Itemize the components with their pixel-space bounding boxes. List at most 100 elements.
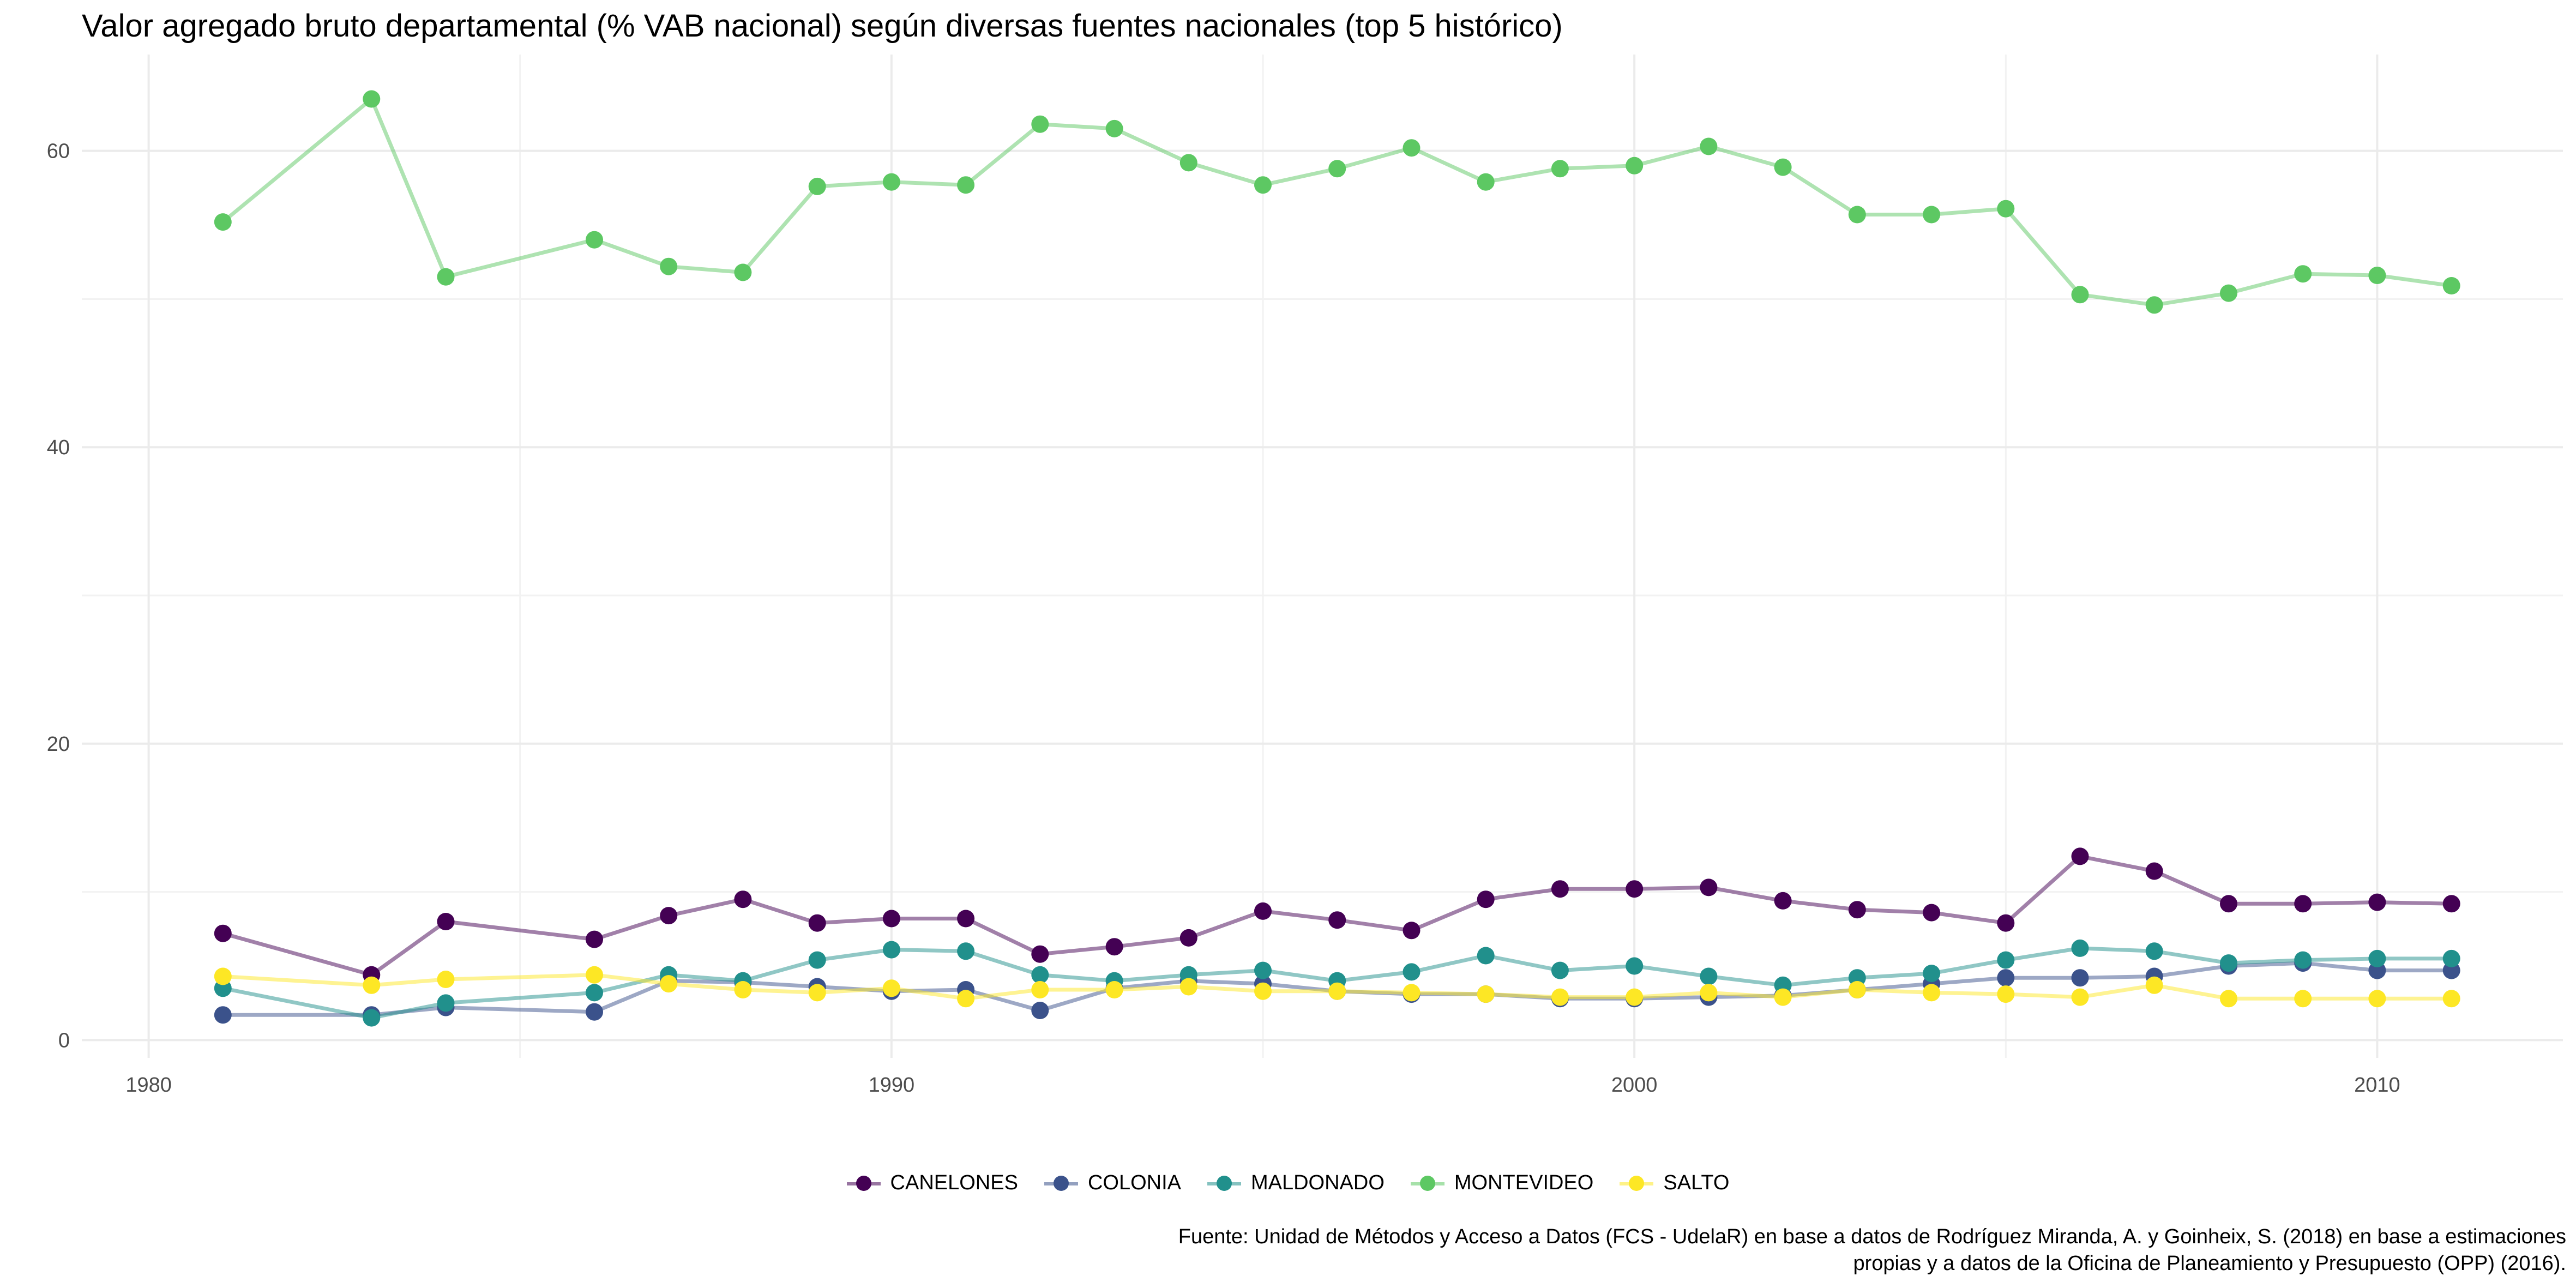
data-point-salto bbox=[1031, 981, 1049, 998]
data-point-montevideo bbox=[1700, 137, 1718, 155]
data-point-canelones bbox=[1700, 878, 1718, 896]
data-point-salto bbox=[1997, 985, 2015, 1003]
data-point-salto bbox=[2071, 988, 2089, 1006]
data-point-montevideo bbox=[957, 176, 975, 194]
data-point-colonia bbox=[1997, 969, 2015, 987]
series-line-montevideo bbox=[221, 97, 2454, 307]
data-point-maldonado bbox=[1997, 951, 2015, 969]
y-axis-tick-labels: 0 20 40 60 bbox=[47, 140, 70, 1052]
data-point-montevideo bbox=[2442, 277, 2460, 294]
data-point-colonia bbox=[586, 1003, 603, 1021]
data-point-canelones bbox=[2145, 862, 2163, 880]
data-point-montevideo bbox=[1997, 200, 2015, 218]
data-point-salto bbox=[1923, 984, 1941, 1002]
data-point-maldonado bbox=[2071, 939, 2089, 957]
data-point-salto bbox=[1105, 981, 1123, 998]
data-point-salto bbox=[1328, 982, 1346, 1000]
data-point-canelones bbox=[1997, 914, 2015, 932]
data-point-canelones bbox=[214, 924, 232, 942]
legend-item-salto: SALTO bbox=[1620, 1171, 1729, 1195]
legend-label: SALTO bbox=[1663, 1171, 1730, 1194]
data-point-salto bbox=[586, 966, 603, 984]
y-tick-label: 0 bbox=[58, 1029, 70, 1052]
legend-label: MONTEVIDEO bbox=[1454, 1171, 1594, 1194]
data-point-montevideo bbox=[1626, 157, 1644, 174]
data-point-salto bbox=[660, 975, 678, 993]
data-point-canelones bbox=[437, 913, 455, 930]
legend-item-canelones: CANELONES bbox=[846, 1171, 1018, 1195]
data-point-montevideo bbox=[1848, 206, 1866, 224]
data-point-canelones bbox=[808, 914, 826, 932]
data-point-colonia bbox=[1031, 1002, 1049, 1019]
data-point-salto bbox=[437, 971, 455, 988]
data-point-montevideo bbox=[1551, 160, 1569, 178]
data-point-colonia bbox=[2071, 969, 2089, 987]
data-point-maldonado bbox=[1254, 961, 1272, 979]
data-point-montevideo bbox=[1477, 173, 1495, 191]
data-point-montevideo bbox=[2220, 284, 2237, 302]
data-point-salto bbox=[2368, 990, 2386, 1008]
data-point-salto bbox=[2145, 976, 2163, 994]
data-point-maldonado bbox=[2368, 949, 2386, 967]
major-gridlines bbox=[82, 55, 2563, 1058]
data-point-canelones bbox=[1105, 938, 1123, 956]
data-point-montevideo bbox=[882, 173, 900, 191]
data-point-canelones bbox=[2220, 895, 2237, 913]
data-point-maldonado bbox=[1626, 957, 1644, 975]
data-point-montevideo bbox=[2071, 286, 2089, 304]
data-point-salto bbox=[1551, 988, 1569, 1006]
data-point-maldonado bbox=[1700, 967, 1718, 985]
data-point-maldonado bbox=[1403, 963, 1421, 981]
series-lines bbox=[221, 97, 2454, 1020]
data-point-salto bbox=[1626, 988, 1644, 1006]
chart-title: Valor agregado bruto departamental (% VA… bbox=[82, 8, 1563, 44]
source-caption: Fuente: Unidad de Métodos y Acceso a Dat… bbox=[1178, 1225, 2566, 1275]
data-point-salto bbox=[1477, 985, 1495, 1003]
data-point-maldonado bbox=[808, 951, 826, 969]
data-point-canelones bbox=[1477, 890, 1495, 908]
data-point-salto bbox=[1179, 978, 1197, 996]
data-point-salto bbox=[214, 967, 232, 985]
data-point-montevideo bbox=[1254, 176, 1272, 194]
data-point-montevideo bbox=[2145, 296, 2163, 314]
x-tick-label: 2010 bbox=[2354, 1074, 2400, 1097]
data-point-colonia bbox=[214, 1006, 232, 1024]
x-tick-label: 1980 bbox=[125, 1074, 172, 1097]
data-point-montevideo bbox=[363, 90, 381, 108]
data-point-canelones bbox=[1551, 880, 1569, 898]
data-point-montevideo bbox=[734, 263, 752, 281]
data-point-salto bbox=[2442, 990, 2460, 1008]
data-point-salto bbox=[808, 984, 826, 1002]
data-point-canelones bbox=[2442, 895, 2460, 913]
legend-label: CANELONES bbox=[890, 1171, 1018, 1194]
data-point-montevideo bbox=[1328, 160, 1346, 178]
series-points bbox=[214, 90, 2460, 1027]
data-point-montevideo bbox=[660, 257, 678, 275]
data-point-maldonado bbox=[586, 984, 603, 1002]
data-point-canelones bbox=[2368, 893, 2386, 911]
legend-label: COLONIA bbox=[1087, 1171, 1181, 1194]
x-tick-label: 2000 bbox=[1611, 1074, 1658, 1097]
chart-legend: CANELONES COLONIA MALDONADO MONTEVIDEO SALTO bbox=[0, 1171, 2576, 1195]
data-point-maldonado bbox=[1477, 947, 1495, 965]
legend-key-icon bbox=[1620, 1172, 1654, 1194]
data-point-montevideo bbox=[1179, 154, 1197, 172]
data-point-canelones bbox=[1328, 911, 1346, 929]
data-point-salto bbox=[1774, 988, 1792, 1006]
data-point-montevideo bbox=[1105, 119, 1123, 137]
x-tick-label: 1990 bbox=[869, 1074, 915, 1097]
data-point-canelones bbox=[882, 910, 900, 928]
data-point-montevideo bbox=[1031, 115, 1049, 133]
data-point-salto bbox=[1700, 984, 1718, 1002]
data-point-canelones bbox=[1031, 945, 1049, 963]
data-point-canelones bbox=[1923, 904, 1941, 922]
data-point-maldonado bbox=[1031, 966, 1049, 984]
legend-key-icon bbox=[846, 1172, 881, 1194]
data-point-montevideo bbox=[586, 231, 603, 249]
data-point-salto bbox=[363, 976, 381, 994]
data-point-maldonado bbox=[2442, 949, 2460, 967]
data-point-montevideo bbox=[1403, 139, 1421, 157]
data-point-salto bbox=[734, 981, 752, 998]
data-point-canelones bbox=[1774, 892, 1792, 910]
